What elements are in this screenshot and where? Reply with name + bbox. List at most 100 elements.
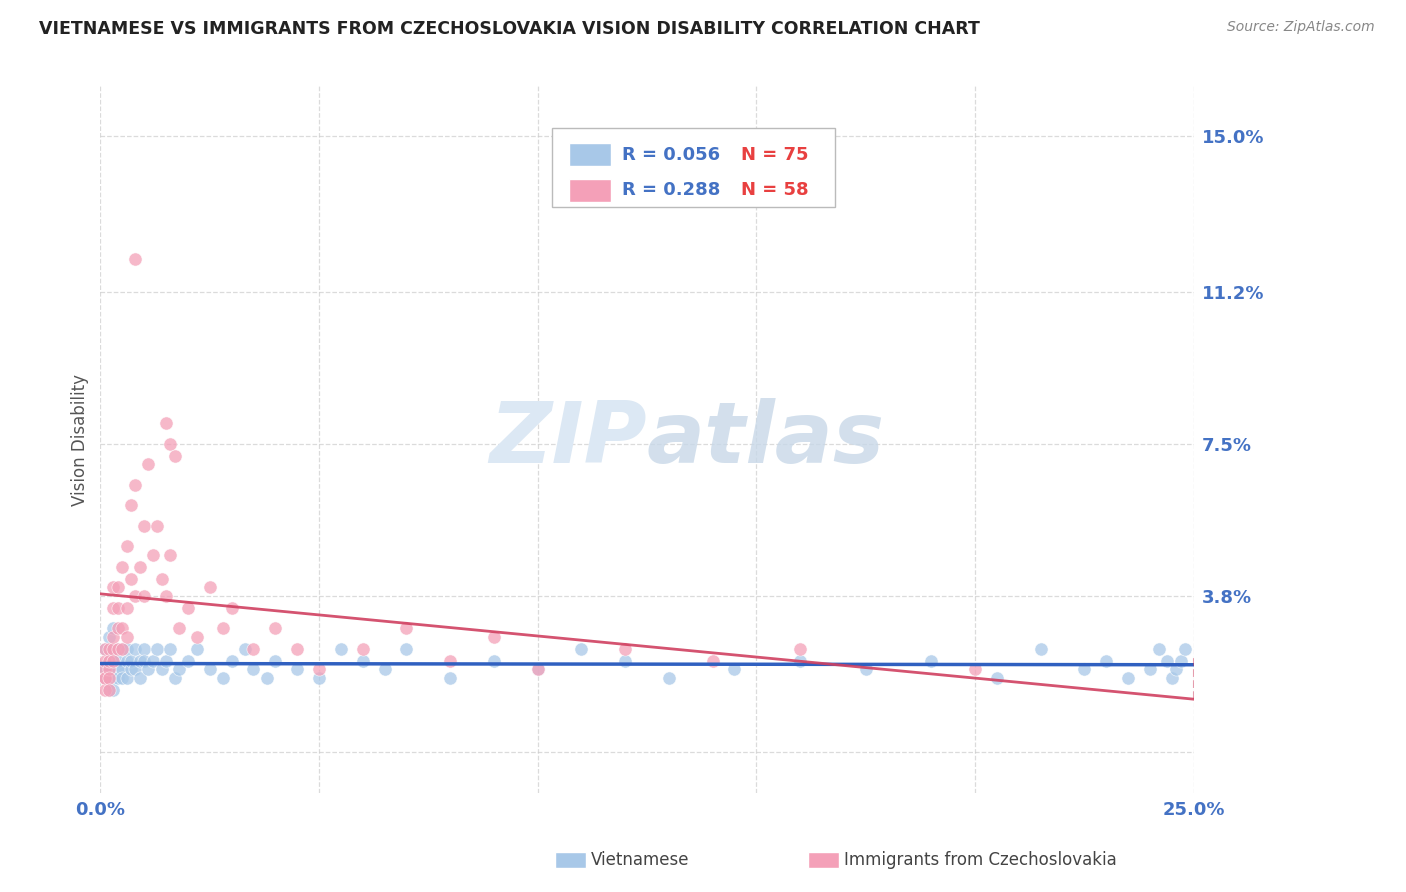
Point bbox=[98, 683, 121, 698]
Point bbox=[98, 671, 121, 685]
Point bbox=[352, 642, 374, 657]
Point bbox=[177, 654, 200, 668]
Point bbox=[789, 654, 811, 668]
Point bbox=[155, 654, 177, 668]
Point bbox=[115, 671, 138, 685]
Point bbox=[128, 654, 150, 668]
Point bbox=[138, 457, 160, 471]
Point bbox=[124, 663, 146, 677]
Point bbox=[103, 654, 125, 668]
Point bbox=[132, 642, 155, 657]
Point bbox=[439, 654, 461, 668]
Point bbox=[308, 663, 330, 677]
Point bbox=[93, 671, 115, 685]
Point bbox=[132, 589, 155, 603]
Point bbox=[98, 663, 121, 677]
Point bbox=[103, 654, 125, 668]
Point bbox=[571, 642, 593, 657]
Point bbox=[186, 630, 208, 644]
Text: N = 75: N = 75 bbox=[741, 145, 808, 163]
Point bbox=[120, 498, 142, 512]
Point bbox=[395, 642, 418, 657]
Point bbox=[150, 572, 173, 586]
Point bbox=[98, 642, 121, 657]
Point bbox=[920, 654, 942, 668]
Text: N = 58: N = 58 bbox=[741, 181, 808, 200]
Point bbox=[103, 642, 125, 657]
Point bbox=[150, 663, 173, 677]
Point bbox=[233, 642, 256, 657]
Point bbox=[124, 252, 146, 266]
Point bbox=[211, 671, 233, 685]
Point bbox=[138, 663, 160, 677]
Point bbox=[1116, 671, 1139, 685]
Point bbox=[526, 663, 548, 677]
Point bbox=[120, 572, 142, 586]
Point bbox=[98, 630, 121, 644]
Point bbox=[93, 671, 115, 685]
Point bbox=[439, 671, 461, 685]
Point bbox=[120, 654, 142, 668]
Point bbox=[1139, 663, 1161, 677]
Text: R = 0.288: R = 0.288 bbox=[621, 181, 720, 200]
Point bbox=[103, 630, 125, 644]
Point bbox=[702, 654, 724, 668]
Point bbox=[526, 663, 548, 677]
Point bbox=[155, 416, 177, 430]
Point bbox=[177, 600, 200, 615]
Point bbox=[221, 600, 243, 615]
Point bbox=[1073, 663, 1095, 677]
Point bbox=[256, 671, 278, 685]
Point bbox=[103, 642, 125, 657]
Point bbox=[107, 580, 129, 594]
Point bbox=[103, 600, 125, 615]
Point bbox=[98, 654, 121, 668]
Point bbox=[789, 642, 811, 657]
Point bbox=[1029, 642, 1052, 657]
Point bbox=[167, 622, 190, 636]
Point bbox=[614, 642, 637, 657]
Point bbox=[98, 683, 121, 698]
Point bbox=[1166, 663, 1188, 677]
Point bbox=[93, 683, 115, 698]
Point bbox=[242, 642, 264, 657]
Point bbox=[128, 671, 150, 685]
Point bbox=[111, 642, 134, 657]
Point bbox=[482, 630, 505, 644]
Point bbox=[1156, 654, 1178, 668]
Text: R = 0.056: R = 0.056 bbox=[621, 145, 720, 163]
Point bbox=[107, 663, 129, 677]
Point bbox=[374, 663, 396, 677]
Point bbox=[163, 671, 186, 685]
Point bbox=[264, 622, 287, 636]
Point bbox=[159, 642, 181, 657]
Point bbox=[159, 436, 181, 450]
Point bbox=[285, 642, 308, 657]
Point bbox=[352, 654, 374, 668]
Point bbox=[111, 663, 134, 677]
Point bbox=[159, 548, 181, 562]
Point bbox=[1170, 654, 1192, 668]
Text: Vietnamese: Vietnamese bbox=[591, 851, 689, 869]
Point bbox=[308, 671, 330, 685]
Point bbox=[395, 622, 418, 636]
Point bbox=[132, 518, 155, 533]
Point bbox=[285, 663, 308, 677]
Point bbox=[107, 642, 129, 657]
Point bbox=[658, 671, 681, 685]
Point bbox=[98, 663, 121, 677]
Point bbox=[111, 642, 134, 657]
Point bbox=[93, 654, 115, 668]
Point bbox=[1174, 642, 1197, 657]
Point bbox=[107, 671, 129, 685]
Point bbox=[103, 683, 125, 698]
Point bbox=[107, 642, 129, 657]
Point bbox=[93, 663, 115, 677]
Point bbox=[107, 622, 129, 636]
Point bbox=[614, 654, 637, 668]
Text: atlas: atlas bbox=[647, 398, 886, 481]
Point bbox=[198, 580, 221, 594]
Point bbox=[115, 539, 138, 553]
Text: VIETNAMESE VS IMMIGRANTS FROM CZECHOSLOVAKIA VISION DISABILITY CORRELATION CHART: VIETNAMESE VS IMMIGRANTS FROM CZECHOSLOV… bbox=[39, 20, 980, 37]
Point bbox=[986, 671, 1008, 685]
